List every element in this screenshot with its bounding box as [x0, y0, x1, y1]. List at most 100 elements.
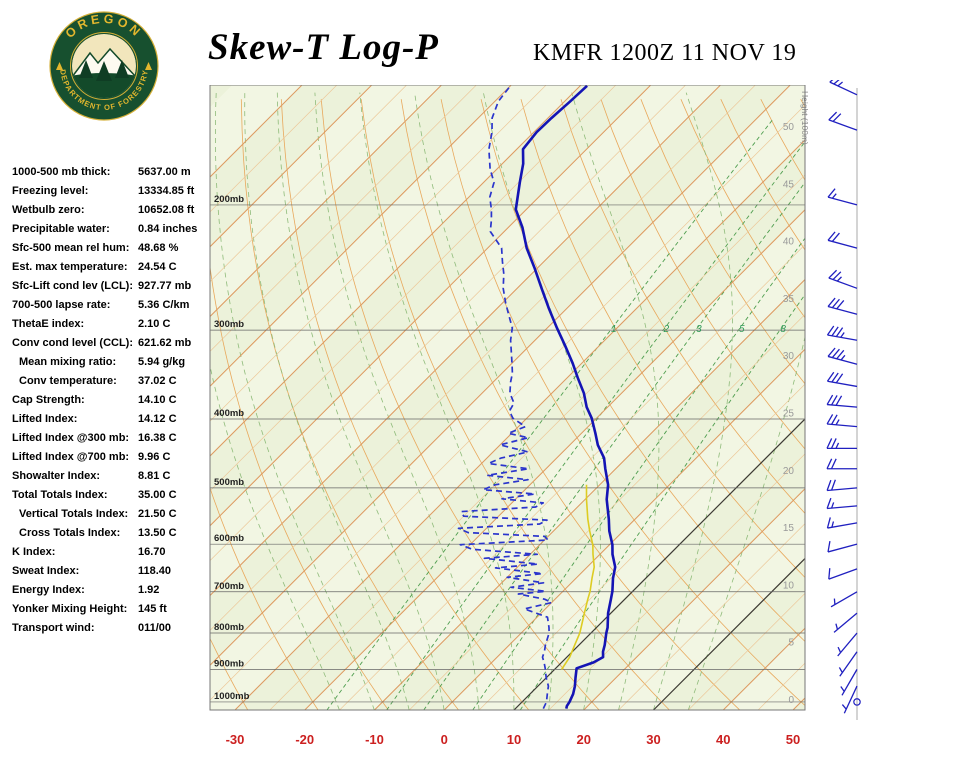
- index-row: 700-500 lapse rate: 5.36 C/km: [12, 299, 212, 318]
- index-value: 13.50 C: [138, 527, 177, 539]
- index-label: Vertical Totals Index:: [19, 508, 129, 520]
- index-label: Mean mixing ratio:: [19, 356, 117, 368]
- temp-axis-label: 0: [441, 732, 448, 747]
- index-value: 1.92: [138, 584, 160, 596]
- height-axis-label: 30: [783, 351, 795, 362]
- index-value: 14.12 C: [138, 413, 177, 425]
- index-value: 8.81 C: [138, 470, 171, 482]
- seal-right-tree-icon: [145, 62, 152, 70]
- isobar-label: 300mb: [214, 319, 244, 330]
- wind-barb: [853, 698, 861, 706]
- index-row: Sfc-Lift cond lev (LCL): 927.77 mb: [12, 280, 212, 299]
- height-axis-label: 50: [783, 122, 795, 133]
- wind-barb: [826, 414, 858, 428]
- height-axis-label: 5: [788, 638, 794, 649]
- isobar-label: 200mb: [214, 194, 244, 205]
- index-label: Showalter Index:: [12, 470, 101, 482]
- wind-barb: [826, 517, 858, 529]
- index-value: 5.36 C/km: [138, 299, 190, 311]
- index-label: Freezing level:: [12, 185, 89, 197]
- station-time-label: KMFR 1200Z 11 NOV 19: [533, 40, 797, 66]
- mixing-ratio-label: 1: [611, 324, 617, 335]
- wet-bulb-trace: [560, 484, 595, 670]
- height-axis-label: 0: [788, 695, 794, 706]
- index-label: Cross Totals Index:: [19, 527, 121, 539]
- dry-adiabats-group: [210, 99, 805, 710]
- wind-barb-column: [826, 80, 861, 720]
- index-value: 927.77 mb: [138, 280, 192, 292]
- index-value: 21.50 C: [138, 508, 177, 520]
- index-row: Wetbulb zero: 10652.08 ft: [12, 204, 212, 223]
- index-value: 35.00 C: [138, 489, 177, 501]
- index-row: Transport wind: 011/00: [12, 622, 212, 641]
- index-label: 700-500 lapse rate:: [12, 299, 111, 311]
- index-value: 16.70: [138, 546, 166, 558]
- wind-barb: [828, 269, 858, 289]
- index-row: 1000-500 mb thick: 5637.00 m: [12, 166, 212, 185]
- index-label: Sfc-500 mean rel hum:: [12, 242, 130, 254]
- index-row: Lifted Index @700 mb: 9.96 C: [12, 451, 212, 470]
- index-row: Lifted Index: 14.12 C: [12, 413, 212, 432]
- index-value: 118.40: [138, 565, 172, 577]
- height-axis-group: 0 5 10 15 20 25 30 35 40 45 50 Height (100m): [783, 91, 808, 706]
- height-axis-label: 25: [783, 409, 795, 420]
- isobars-group: 200mb 300mb 400mb 500mb 600mb 700mb 800mb 900mb…: [210, 194, 805, 703]
- index-row: Sfc-500 mean rel hum: 48.68 %: [12, 242, 212, 261]
- index-label: Lifted Index:: [12, 413, 78, 425]
- isobar-label: 700mb: [214, 581, 244, 592]
- wind-barb: [827, 231, 858, 249]
- index-value: 145 ft: [138, 603, 167, 615]
- wind-barb: [826, 325, 858, 341]
- isobar-label: 900mb: [214, 658, 244, 669]
- index-row: Cap Strength: 14.10 C: [12, 394, 212, 413]
- temperature-trace: [514, 85, 617, 709]
- wind-barb: [826, 394, 858, 408]
- temp-axis-label: 50: [786, 732, 800, 747]
- index-label: Cap Strength:: [12, 394, 85, 406]
- tree-icon: [96, 61, 112, 81]
- index-label: Lifted Index @700 mb:: [12, 451, 130, 463]
- tree-icon: [115, 60, 129, 78]
- index-value: 621.62 mb: [138, 337, 192, 349]
- height-axis-label: 15: [783, 523, 795, 534]
- wind-barb: [826, 371, 858, 388]
- temp-axis-group: -30 -20 -10 0 10 20 30 40 50: [226, 732, 801, 747]
- index-row: Mean mixing ratio: 5.94 g/kg: [12, 356, 212, 375]
- index-label: Est. max temperature:: [12, 261, 128, 273]
- index-row: Est. max temperature: 24.54 C: [12, 261, 212, 280]
- wind-barb: [827, 188, 858, 206]
- wind-barb: [826, 479, 858, 492]
- index-value: 14.10 C: [138, 394, 177, 406]
- temp-axis-label: 20: [577, 732, 591, 747]
- wind-barb: [830, 591, 858, 608]
- temp-axis-label: 10: [507, 732, 521, 747]
- wind-barb: [833, 612, 858, 633]
- temp-axis-label: 30: [646, 732, 660, 747]
- seal-left-tree-icon: [56, 62, 63, 70]
- index-value: 9.96 C: [138, 451, 171, 463]
- index-value: 13334.85 ft: [138, 185, 195, 197]
- mixing-ratio-group: [326, 119, 805, 710]
- index-row: Vertical Totals Index: 21.50 C: [12, 508, 212, 527]
- index-value: 5637.00 m: [138, 166, 191, 178]
- index-value: 5.94 g/kg: [138, 356, 186, 368]
- isobar-label: 400mb: [214, 408, 244, 419]
- isobar-label: 1000mb: [214, 691, 250, 702]
- index-value: 2.10 C: [138, 318, 171, 330]
- tree-icon: [79, 60, 93, 78]
- page-title: Skew-T Log-P: [208, 27, 439, 68]
- plot-border: [209, 85, 806, 711]
- index-row: K Index: 16.70: [12, 546, 212, 565]
- index-row: Energy Index: 1.92: [12, 584, 212, 603]
- index-label: Sweat Index:: [12, 565, 80, 577]
- index-label: Conv temperature:: [19, 375, 117, 387]
- wind-barb: [829, 80, 858, 96]
- wind-barb: [841, 685, 858, 714]
- index-row: Freezing level: 13334.85 ft: [12, 185, 212, 204]
- index-label: Energy Index:: [12, 584, 85, 596]
- index-label: Transport wind:: [12, 622, 95, 634]
- height-axis-label: 10: [783, 580, 795, 591]
- index-label: ThetaE index:: [12, 318, 85, 330]
- index-label: Precipitable water:: [12, 223, 110, 235]
